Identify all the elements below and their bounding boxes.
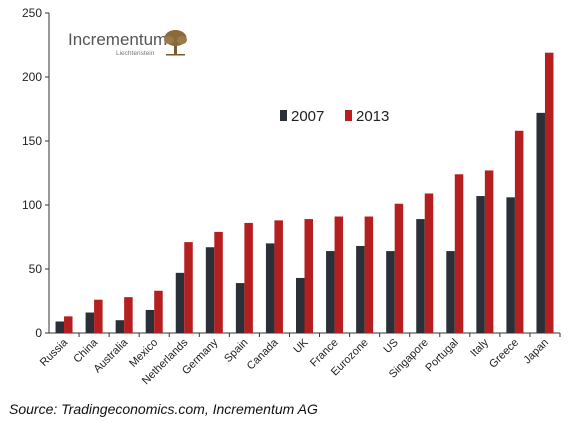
- y-tick-label: 250: [22, 6, 42, 20]
- legend-label-2007: 2007: [291, 108, 324, 125]
- bar-2013-australia: [124, 297, 133, 333]
- bar-2007-singapore: [416, 219, 425, 333]
- bar-2007-uk: [296, 277, 305, 333]
- incrementum-logo: Incrementum Liechtenstein: [68, 30, 187, 57]
- bar-2007-spain: [235, 283, 245, 333]
- x-tick-label-italy: Italy: [468, 336, 491, 359]
- bar-2007-canada: [265, 243, 275, 333]
- bar-2007-germany: [205, 247, 215, 333]
- tree-icon: [164, 30, 187, 56]
- x-tick-label-uk: UK: [291, 336, 311, 356]
- bar-2007-portugal: [446, 251, 455, 333]
- x-tick-label-greece: Greece: [487, 337, 521, 371]
- bar-2007-china: [85, 312, 95, 333]
- bar-2013-china: [94, 299, 103, 333]
- bar-2013-us: [394, 203, 404, 333]
- bar-2013-greece: [514, 130, 524, 333]
- bar-2013-netherlands: [184, 242, 193, 333]
- logo-name: Incrementum: [68, 30, 167, 49]
- y-tick-label: 100: [22, 198, 42, 212]
- bar-2013-italy: [484, 170, 494, 333]
- bar-2013-singapore: [424, 193, 434, 333]
- bar-2013-canada: [274, 220, 283, 333]
- x-tick-label-spain: Spain: [222, 337, 250, 365]
- source-note: Source: Tradingeconomics.com, Incrementu…: [9, 401, 318, 417]
- x-tick-label-us: US: [382, 337, 401, 356]
- x-tick-label-japan: Japan: [521, 337, 551, 367]
- bar-2013-mexico: [154, 290, 163, 333]
- axes: 0 50 100 150 200 250: [22, 6, 561, 340]
- bar-2013-portugal: [454, 174, 464, 333]
- bar-2013-japan: [544, 52, 554, 334]
- bar-2007-japan: [536, 112, 545, 333]
- legend-swatch-2007: [280, 110, 287, 121]
- y-tick-label: 200: [22, 70, 42, 84]
- legend: 2007 2013: [280, 108, 389, 125]
- bar-2007-eurozone: [356, 245, 365, 333]
- bar-2013-uk: [304, 219, 313, 333]
- bar-2007-mexico: [145, 309, 155, 333]
- x-tick-label-australia: Australia: [92, 336, 131, 375]
- x-tick-label-russia: Russia: [38, 336, 71, 369]
- x-tick-label-portugal: Portugal: [423, 337, 460, 374]
- x-tick-label-canada: Canada: [245, 336, 281, 372]
- legend-swatch-2013: [345, 110, 352, 121]
- bars: [55, 52, 554, 334]
- bar-2007-france: [326, 251, 335, 333]
- category-labels: Russia ChinaAustraliaMexicoNetherlandsGer…: [38, 336, 551, 387]
- y-tick-label: 0: [35, 326, 42, 340]
- bar-2013-germany: [214, 231, 223, 333]
- logo-subtitle: Liechtenstein: [116, 50, 155, 57]
- bar-2013-russia: [64, 316, 73, 333]
- bar-2007-italy: [476, 196, 485, 333]
- bar-2007-greece: [506, 197, 515, 333]
- bar-2013-france: [334, 216, 344, 333]
- legend-label-2013: 2013: [356, 108, 389, 125]
- bar-2007-russia: [55, 321, 65, 333]
- bar-2007-us: [386, 251, 395, 333]
- bar-2007-netherlands: [175, 272, 185, 333]
- y-tick-label: 50: [29, 262, 43, 276]
- bar-2007-australia: [115, 320, 125, 333]
- y-tick-label: 150: [22, 134, 42, 148]
- bar-2013-eurozone: [364, 216, 374, 333]
- bar-2013-spain: [244, 222, 253, 333]
